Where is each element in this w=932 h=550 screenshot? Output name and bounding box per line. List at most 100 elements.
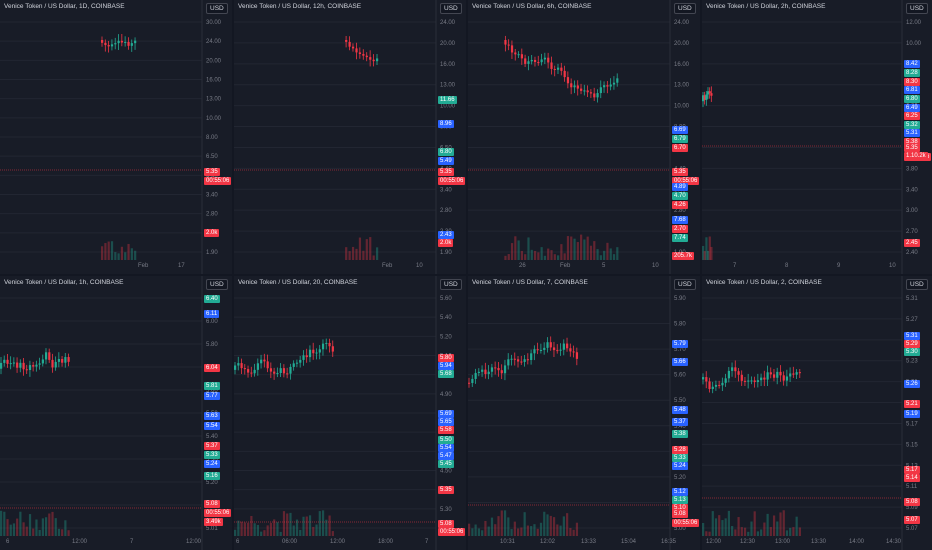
chart-panel-6[interactable]: 5.605.405.205.105.004.904.804.704.604.50… bbox=[234, 276, 466, 550]
price-badge: 8.42 bbox=[904, 60, 920, 68]
price-tick: 1.90 bbox=[206, 250, 218, 256]
candle-body bbox=[599, 87, 602, 94]
currency-button[interactable]: USD bbox=[440, 3, 462, 14]
price-badge: 5.35 bbox=[904, 144, 920, 152]
price-badge: 2.70 bbox=[672, 225, 688, 233]
candle-body bbox=[556, 350, 559, 352]
chart-panel-2[interactable]: 24.0020.0016.0013.0010.008.006.504.403.4… bbox=[234, 0, 466, 274]
candle-body bbox=[120, 40, 124, 43]
candle-body bbox=[305, 355, 308, 358]
price-tick: 3.40 bbox=[906, 187, 918, 193]
time-tick: 10:31 bbox=[500, 539, 516, 545]
volume-bar bbox=[524, 254, 527, 260]
currency-button[interactable]: USD bbox=[440, 279, 462, 290]
price-tick: 5.31 bbox=[906, 296, 918, 302]
price-badge: 5.35 bbox=[672, 168, 688, 176]
volume-bar bbox=[547, 248, 550, 260]
volume-bar bbox=[714, 518, 718, 536]
chart-canvas[interactable]: 12.0010.008.007.006.005.204.403.803.403.… bbox=[702, 0, 932, 274]
chart-panel-5[interactable]: 6.206.005.805.705.605.505.405.305.205.10… bbox=[0, 276, 232, 550]
candle-body bbox=[756, 380, 760, 383]
time-tick: 14:30 bbox=[886, 539, 902, 545]
time-tick: 16:35 bbox=[661, 539, 677, 545]
candle-body bbox=[552, 347, 556, 351]
candle-body bbox=[763, 377, 766, 380]
volume-bar bbox=[12, 523, 16, 536]
candle-body bbox=[702, 95, 705, 102]
volume-bar bbox=[484, 520, 487, 536]
volume-bar bbox=[530, 249, 533, 260]
volume-bar bbox=[513, 521, 516, 536]
volume-bar bbox=[533, 524, 536, 536]
candle-body bbox=[240, 363, 243, 369]
price-badge: 5.58 bbox=[438, 426, 454, 434]
price-badge: 5.08 bbox=[204, 500, 220, 508]
time-tick: 6 bbox=[6, 539, 10, 545]
chart-canvas[interactable]: 5.905.805.705.605.505.405.305.205.105.00 bbox=[468, 276, 700, 550]
chart-canvas[interactable]: 6.206.005.805.705.605.505.405.305.205.10… bbox=[0, 276, 232, 550]
price-badge: 1.10.2k bbox=[904, 152, 928, 160]
volume-bar bbox=[318, 511, 321, 536]
candle-body bbox=[782, 375, 785, 381]
price-badge: 5.24 bbox=[672, 462, 688, 470]
price-badge: 6.49 bbox=[904, 104, 920, 112]
chart-canvas[interactable]: 30.00 24.00 20.00 16.00 13.00 10.00 8.00 6.50 4.… bbox=[0, 0, 232, 274]
price-badge: 5.49 bbox=[438, 157, 454, 165]
candle-body bbox=[315, 352, 318, 354]
candle-body bbox=[25, 369, 28, 371]
candle-body bbox=[35, 364, 38, 367]
time-tick: 18:00 bbox=[378, 539, 394, 545]
price-badge: 5.16 bbox=[204, 472, 220, 480]
price-tick: 5.80 bbox=[674, 322, 686, 328]
volume-bar bbox=[355, 248, 358, 260]
currency-button[interactable]: USD bbox=[906, 279, 928, 290]
candle-body bbox=[471, 378, 474, 383]
chart-panel-1[interactable]: 30.00 24.00 20.00 16.00 13.00 10.00 8.00 6.50 4.… bbox=[0, 0, 232, 274]
chart-canvas[interactable]: 24.0020.0016.0013.0010.008.006.504.403.4… bbox=[468, 0, 700, 274]
price-badge: 5.63 bbox=[204, 412, 220, 420]
volume-bar bbox=[273, 519, 276, 536]
currency-button[interactable]: USD bbox=[674, 279, 696, 290]
price-tick: 13.00 bbox=[674, 83, 690, 89]
volume-bar bbox=[750, 521, 753, 536]
price-tick: 6.50 bbox=[206, 154, 218, 160]
currency-button[interactable]: USD bbox=[206, 279, 228, 290]
chart-panel-4[interactable]: 12.0010.008.007.006.005.204.403.803.403.… bbox=[702, 0, 932, 274]
candle-body bbox=[28, 365, 32, 371]
price-tick: 12.00 bbox=[906, 20, 922, 26]
volume-bar bbox=[776, 521, 779, 536]
price-badge: 6.69 bbox=[672, 126, 688, 134]
chart-canvas[interactable]: 5.605.405.205.105.004.904.804.704.604.50… bbox=[234, 276, 466, 550]
candle-body bbox=[51, 359, 54, 368]
price-badge: 2.45 bbox=[904, 239, 920, 247]
volume-bar bbox=[67, 530, 70, 536]
candle-body bbox=[312, 349, 315, 354]
price-badge: 5.38 bbox=[672, 430, 688, 438]
volume-bar bbox=[550, 250, 553, 260]
volume-bar bbox=[609, 248, 612, 260]
chart-canvas[interactable]: 5.315.275.265.235.215.195.175.155.135.11… bbox=[702, 276, 932, 550]
volume-bar bbox=[269, 522, 273, 536]
candle-body bbox=[9, 363, 12, 365]
volume-bar bbox=[351, 246, 355, 260]
candle-body bbox=[468, 382, 471, 384]
price-tick: 5.40 bbox=[674, 424, 686, 430]
chart-panel-7[interactable]: 5.905.805.705.605.505.405.305.205.105.00… bbox=[468, 276, 700, 550]
currency-button[interactable]: USD bbox=[906, 3, 928, 14]
chart-canvas[interactable]: 24.0020.0016.0013.0010.008.006.504.403.4… bbox=[234, 0, 466, 274]
volume-bar bbox=[481, 530, 484, 536]
volume-bar bbox=[250, 515, 253, 536]
candle-body bbox=[234, 365, 237, 370]
candle-body bbox=[747, 380, 750, 382]
price-badge: 5.33 bbox=[204, 451, 220, 459]
volume-bar bbox=[766, 513, 769, 536]
price-badge: 5.66 bbox=[672, 358, 688, 366]
currency-button[interactable]: USD bbox=[206, 3, 228, 14]
currency-button[interactable]: USD bbox=[674, 3, 696, 14]
chart-panel-3[interactable]: 24.0020.0016.0013.0010.008.006.504.403.4… bbox=[468, 0, 700, 274]
chart-panel-8[interactable]: 5.315.275.265.235.215.195.175.155.135.11… bbox=[702, 276, 932, 550]
candle-body bbox=[556, 67, 560, 70]
candle-body bbox=[718, 384, 721, 386]
volume-bar bbox=[321, 510, 325, 536]
candle-body bbox=[510, 358, 513, 360]
